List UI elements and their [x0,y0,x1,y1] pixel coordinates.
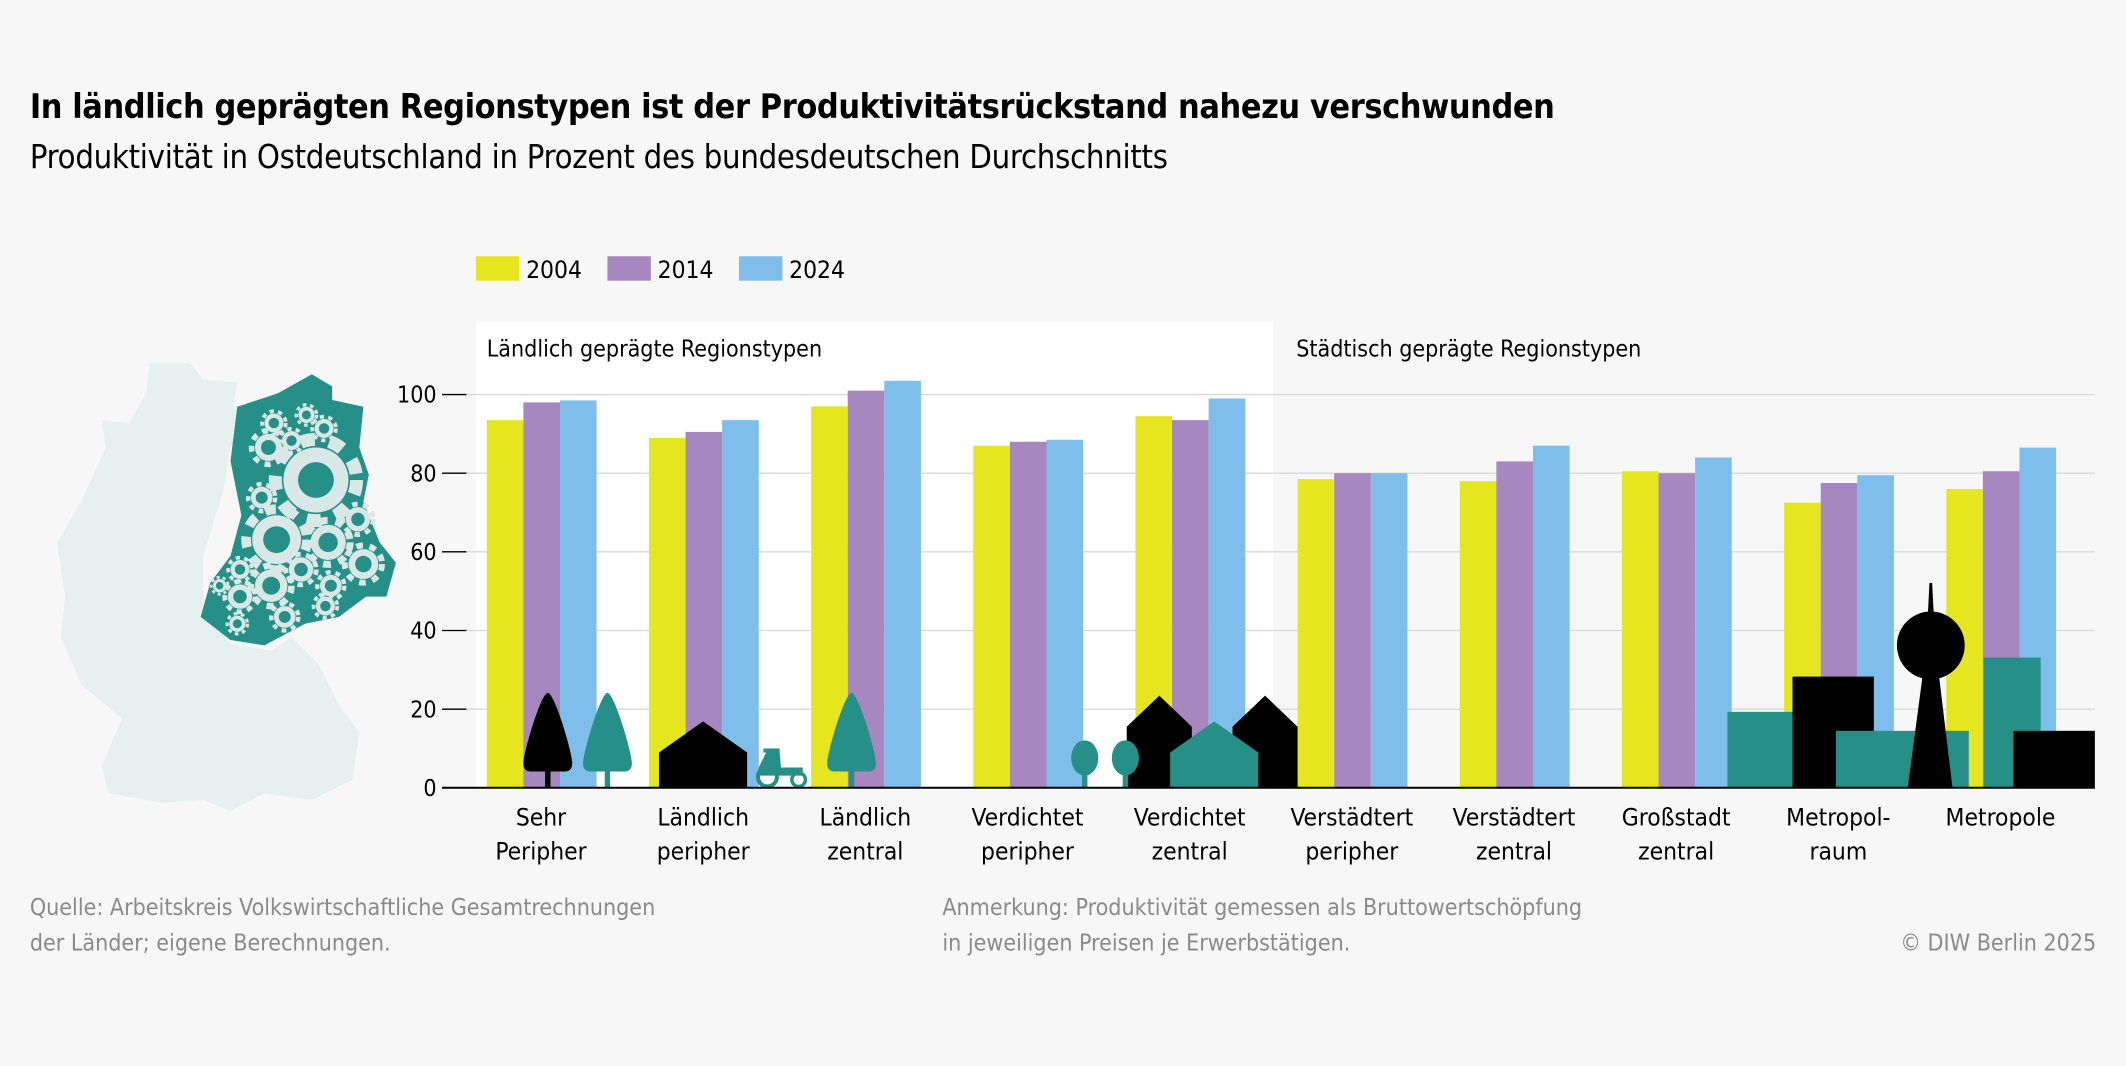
bar-2014 [1658,473,1696,788]
x-tick-label: Peripher [495,837,587,866]
copyright: © DIW Berlin 2025 [1900,930,2097,958]
source-note: Quelle: Arbeitskreis Volkswirtschaftlich… [30,891,655,962]
x-tick-label: Ländlich [657,803,749,832]
gear-icon [311,592,340,620]
round-tree-icon [1111,740,1139,788]
gear-icon [302,516,354,568]
group-label-urban: Städtisch geprägte Regionstypen [1296,337,1641,363]
x-tick-label: zentral [1152,837,1228,866]
x-tick-label: zentral [1476,837,1552,866]
bar-2024 [1370,473,1408,788]
legend-swatch [475,256,520,281]
x-tick-label: peripher [657,837,751,866]
bar-2024 [1695,457,1732,788]
bar-2024 [1046,439,1084,788]
legend-swatch [738,256,783,281]
x-tick-label: Metropole [1946,803,2056,832]
gear-icon [277,426,306,455]
house-icon [1170,721,1259,788]
bar-2004 [973,445,1010,788]
gear-icon [268,432,364,528]
x-tick-label: Ländlich [819,803,911,832]
source-line: der Länder; eigene Berechnungen. [29,930,391,958]
bar-2004 [648,437,686,788]
building-icon [2013,730,2095,788]
tree-icon [827,692,876,788]
chart-subtitle: Produktivität in Ostdeutschland in Proze… [29,138,1168,177]
gear-icon [226,555,254,584]
legend-swatch [607,256,651,281]
bar-2004 [1459,481,1497,788]
source-line: Quelle: Arbeitskreis Volkswirtschaftlich… [29,894,656,923]
gear-icon [245,481,278,514]
west-germany-shape [56,363,360,811]
building-icon [1727,711,1796,788]
y-tick-label: 20 [410,697,436,723]
x-tick-label: Verdichtet [1134,803,1246,832]
methodology-note: Anmerkung: Produktivität gemessen als Br… [942,891,1582,962]
y-tick-label: 0 [423,776,436,802]
tree-icon [583,692,632,788]
gear-icon [225,611,250,636]
gear-icon [209,575,230,596]
tractor-icon [755,748,808,789]
bar-2014 [1009,441,1047,788]
y-tick-label: 60 [410,540,436,566]
round-tree-icon [1071,740,1099,788]
note-line: in jeweiligen Preisen je Erwerbstätigen. [942,930,1351,958]
legend-label: 2014 [658,255,714,284]
x-tick-label: peripher [981,837,1075,866]
x-tick-label: raum [1809,837,1867,866]
gear-icon [222,578,258,615]
bar-2014 [1496,461,1533,788]
gear-icon [283,551,319,588]
germany-map-icon [56,363,396,811]
house-icon [658,721,748,788]
gear-icon [247,562,295,610]
note-line: Anmerkung: Produktivität gemessen als Br… [942,894,1583,923]
bar-2004 [1297,479,1335,788]
bar-2004 [1621,471,1659,788]
gear-icon [341,542,386,586]
x-tick-label: Verstädtert [1453,803,1576,832]
x-tick-label: Großstadt [1622,803,1731,832]
legend-label: 2024 [789,255,845,284]
legend-label: 2004 [526,255,582,284]
x-tick-label: Verstädtert [1290,803,1413,832]
y-tick-label: 100 [397,383,437,409]
bar-2024 [884,380,921,788]
y-tick-label: 80 [410,461,436,487]
x-tick-label: zentral [1638,837,1714,866]
bar-2004 [486,420,524,788]
bar-2014 [1334,473,1371,788]
chart-title: In ländlich geprägten Regionstypen ist d… [29,86,1555,127]
x-tick-label: Sehr [516,803,567,832]
x-tick-label: peripher [1305,837,1399,866]
x-tick-label: zentral [827,837,903,866]
x-tick-label: Metropol- [1786,803,1890,832]
bar-2024 [722,420,759,788]
bar-2024 [559,400,597,788]
y-tick-label: 40 [410,619,436,645]
gear-icon [310,414,338,443]
group-label-rural: Ländlich geprägte Regionstypen [487,337,822,363]
gear-icon [294,403,319,427]
gear-icon [340,501,376,538]
bar-2024 [1532,445,1570,788]
gear-icon [248,427,289,468]
tree-icon [523,692,573,788]
x-tick-label: Verdichtet [972,803,1084,832]
tv-tower-icon [1896,583,1965,788]
